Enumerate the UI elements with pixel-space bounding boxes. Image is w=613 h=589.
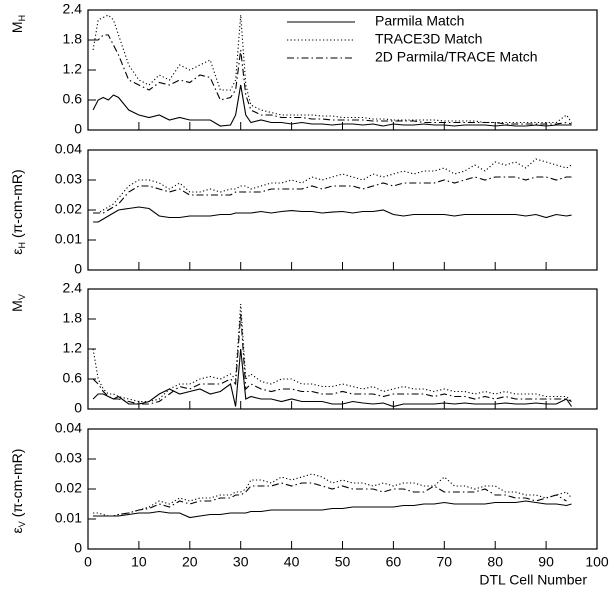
y-tick-label: 1.2 bbox=[63, 61, 83, 77]
y-axis-label-part: ε bbox=[9, 248, 25, 254]
series-line bbox=[93, 500, 572, 519]
y-tick-label: 0.04 bbox=[55, 420, 82, 436]
y-tick-label: 0 bbox=[74, 261, 82, 277]
series-line bbox=[93, 176, 572, 214]
x-tick-label: 60 bbox=[386, 554, 402, 570]
y-axis-label-part: (π-cm-mR) bbox=[9, 449, 25, 522]
x-tick-label: 80 bbox=[487, 554, 503, 570]
x-tick-label: 20 bbox=[182, 554, 198, 570]
x-tick-label: 90 bbox=[538, 554, 554, 570]
y-axis-label-part: ε bbox=[9, 527, 25, 533]
plot-frame bbox=[87, 9, 598, 131]
y-tick-label: 0 bbox=[74, 540, 82, 556]
series-line bbox=[93, 482, 567, 517]
y-tick-label: 0.6 bbox=[63, 91, 83, 107]
x-axis-label: DTL Cell Number bbox=[479, 572, 587, 588]
legend-label: Parmila Match bbox=[375, 13, 464, 29]
y-tick-label: 0 bbox=[74, 121, 82, 137]
x-tick-label: 0 bbox=[84, 554, 92, 570]
y-tick-label: 0.02 bbox=[55, 480, 82, 496]
y-tick-label: 0.03 bbox=[55, 450, 82, 466]
y-axis-label: εV (π-cm-mR) bbox=[9, 449, 28, 534]
series-line bbox=[93, 473, 572, 517]
series-line bbox=[93, 206, 572, 223]
y-axis-label-part: (π-cm-mR) bbox=[9, 169, 25, 242]
y-axis-label-part: H bbox=[17, 15, 27, 22]
y-tick-label: 0.02 bbox=[55, 201, 82, 217]
y-axis-label: MV bbox=[9, 294, 28, 312]
y-tick-label: 0.01 bbox=[55, 231, 82, 247]
y-tick-label: 0.04 bbox=[55, 141, 82, 157]
series-line bbox=[92, 348, 573, 408]
series-line bbox=[92, 14, 573, 124]
series-line bbox=[93, 158, 572, 214]
series-line bbox=[93, 34, 572, 125]
x-tick-label: 30 bbox=[233, 554, 249, 570]
series-line bbox=[92, 303, 572, 403]
y-tick-label: 1.2 bbox=[63, 340, 83, 356]
y-tick-label: 1.8 bbox=[63, 310, 83, 326]
plot-frame bbox=[87, 149, 598, 271]
x-tick-label: 70 bbox=[437, 554, 453, 570]
y-axis-label-part: V bbox=[17, 521, 27, 527]
x-tick-label: 40 bbox=[284, 554, 300, 570]
series-line bbox=[92, 313, 572, 405]
y-axis-label-part: H bbox=[17, 242, 27, 249]
y-axis-label-part: M bbox=[9, 300, 25, 312]
plot-frame bbox=[87, 428, 598, 550]
y-axis-label: εH (π-cm-mR) bbox=[9, 169, 28, 254]
x-tick-label: 10 bbox=[131, 554, 147, 570]
x-tick-label: 50 bbox=[335, 554, 351, 570]
y-tick-label: 0.03 bbox=[55, 171, 82, 187]
y-tick-label: 0.6 bbox=[63, 370, 83, 386]
y-tick-label: 2.4 bbox=[63, 1, 83, 17]
legend-label: TRACE3D Match bbox=[375, 31, 482, 47]
y-axis-label: MH bbox=[9, 15, 28, 33]
x-tick-label: 100 bbox=[585, 554, 609, 570]
y-axis-label-part: M bbox=[9, 21, 25, 33]
y-tick-label: 2.4 bbox=[63, 280, 83, 296]
y-tick-label: 1.8 bbox=[63, 31, 83, 47]
y-tick-label: 0.01 bbox=[55, 510, 82, 526]
series-line bbox=[92, 84, 572, 127]
legend-label: 2D Parmila/TRACE Match bbox=[375, 49, 538, 65]
y-tick-label: 0 bbox=[74, 400, 82, 416]
y-axis-label-part: V bbox=[17, 294, 27, 300]
